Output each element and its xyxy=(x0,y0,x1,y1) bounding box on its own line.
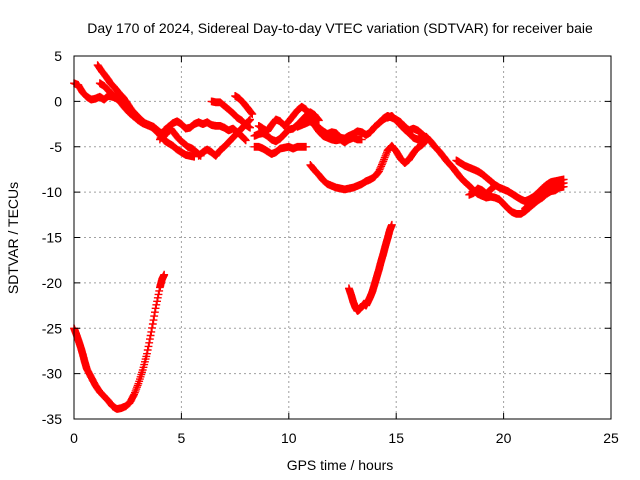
series-arc-9 xyxy=(250,142,310,158)
series-arc-6 xyxy=(207,97,254,132)
series-markers xyxy=(345,220,396,315)
series-markers xyxy=(521,179,568,213)
x-tick-label: 5 xyxy=(178,430,186,446)
x-tick-label: 10 xyxy=(281,430,297,446)
chart-title: Day 170 of 2024, Sidereal Day-to-day VTE… xyxy=(87,20,593,36)
y-tick-label: -5 xyxy=(50,139,63,155)
series-markers xyxy=(207,97,254,132)
x-tick-label: 25 xyxy=(603,430,619,446)
y-tick-label: -20 xyxy=(42,275,62,291)
x-tick-label: 20 xyxy=(496,430,512,446)
series-arc-13 xyxy=(345,220,396,315)
y-axis-title: SDTVAR / TECUs xyxy=(5,182,21,294)
series-arc-16 xyxy=(465,181,499,199)
series-arc-12 xyxy=(306,136,431,194)
series-markers xyxy=(293,112,392,143)
series-markers xyxy=(231,92,257,118)
y-tick-label: -10 xyxy=(42,184,62,200)
series-markers xyxy=(465,181,499,199)
series-arc-7 xyxy=(231,92,257,118)
series-arc-11 xyxy=(293,112,392,143)
x-tick-label: 15 xyxy=(388,430,404,446)
x-axis-title: GPS time / hours xyxy=(287,457,394,473)
axis-ticks: 0 5 10 15 20 25 -35 -30 -25 -20 -15 -10 -5 0 5 xyxy=(42,48,619,446)
series-markers xyxy=(250,142,310,158)
y-tick-label: 0 xyxy=(54,93,62,109)
y-tick-label: -30 xyxy=(42,366,62,382)
y-tick-label: -25 xyxy=(42,320,62,336)
y-tick-label: -35 xyxy=(42,411,62,427)
series-markers xyxy=(306,136,431,194)
series-arc-18 xyxy=(521,179,568,213)
y-tick-label: -15 xyxy=(42,230,62,246)
data-series xyxy=(70,61,568,413)
x-tick-label: 0 xyxy=(70,430,78,446)
y-tick-label: 5 xyxy=(54,48,62,64)
